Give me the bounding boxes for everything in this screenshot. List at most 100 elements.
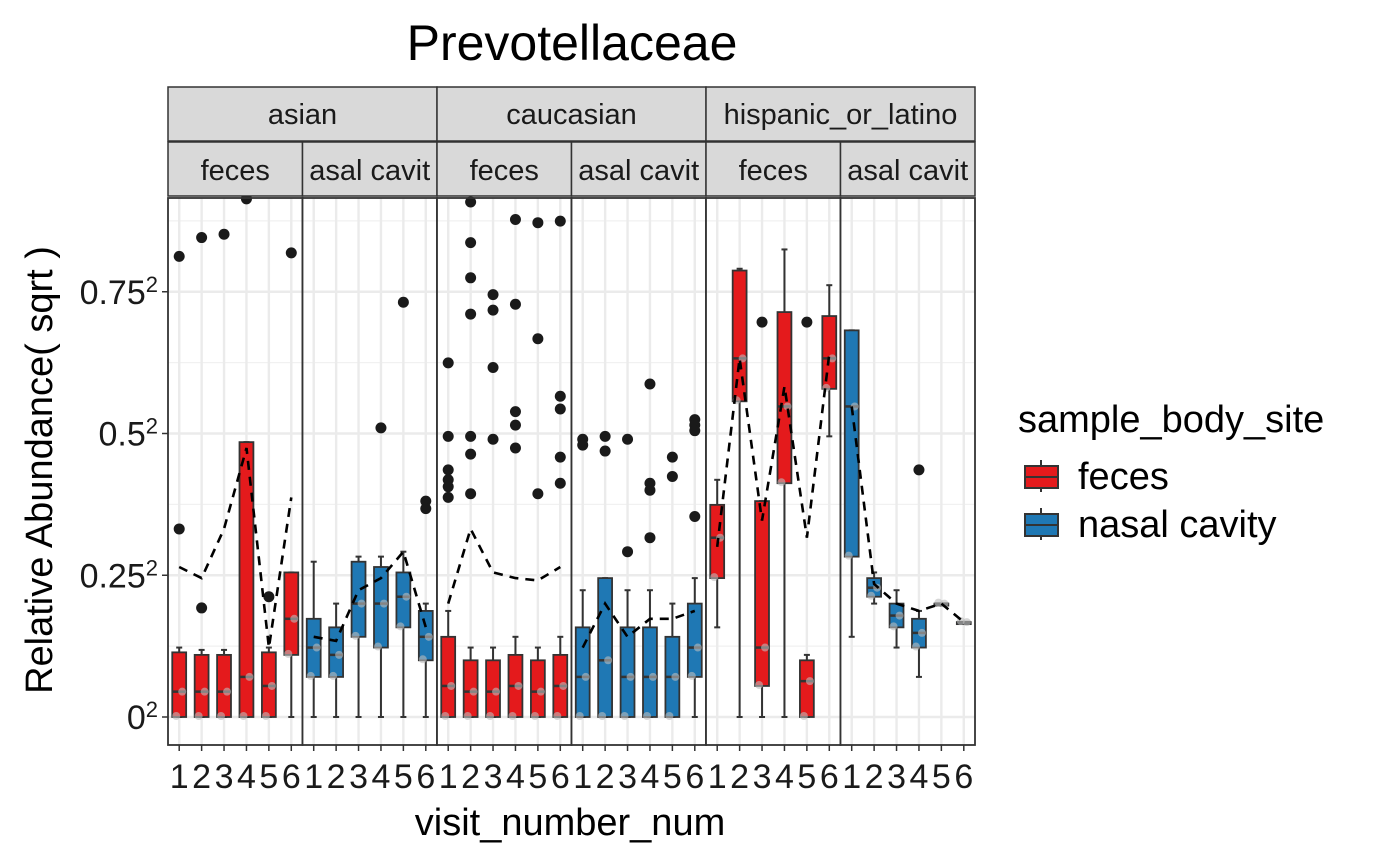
facet-panel bbox=[839, 197, 976, 746]
jitter-point bbox=[844, 551, 853, 560]
outlier-point bbox=[599, 430, 611, 442]
box-nasal-cavity-visit-3 bbox=[888, 589, 905, 649]
mean-trend-line bbox=[313, 549, 428, 643]
x-tick-label: 2 bbox=[461, 758, 480, 796]
box-feces-visit-1 bbox=[171, 646, 188, 720]
x-tick-label: 1 bbox=[708, 758, 727, 796]
jitter-point bbox=[329, 671, 338, 680]
y-tick-label: 0.52 bbox=[98, 413, 158, 454]
legend-label: feces bbox=[1078, 456, 1169, 498]
box-body bbox=[799, 659, 815, 718]
jitter-point bbox=[306, 671, 315, 680]
box-feces-visit-4 bbox=[507, 635, 524, 720]
jitter-point bbox=[911, 642, 920, 651]
box-nasal-cavity-visit-3 bbox=[350, 555, 367, 718]
box-body bbox=[171, 651, 188, 718]
box-feces-visit-5 bbox=[799, 653, 815, 720]
x-tick-label: 3 bbox=[215, 758, 234, 796]
jitter-point bbox=[822, 383, 831, 392]
jitter-point bbox=[261, 712, 270, 720]
jitter-point bbox=[536, 687, 545, 696]
panel-background bbox=[437, 198, 572, 745]
jitter-point bbox=[828, 354, 837, 363]
outlier-point bbox=[509, 213, 521, 225]
jitter-point bbox=[447, 681, 456, 690]
x-tick-label: 5 bbox=[259, 758, 278, 796]
strip-group-label: asian bbox=[268, 99, 337, 131]
x-tick-label: 2 bbox=[865, 758, 884, 796]
jitter-point bbox=[761, 643, 770, 652]
x-tick-label: 6 bbox=[685, 758, 704, 796]
jitter-point bbox=[917, 628, 926, 637]
jitter-point bbox=[373, 642, 382, 651]
jitter-point bbox=[441, 712, 450, 720]
outlier-point bbox=[375, 422, 387, 434]
jitter-point bbox=[357, 599, 366, 608]
strip-site-box bbox=[839, 141, 976, 197]
jitter-point bbox=[604, 656, 613, 665]
outlier-point bbox=[487, 433, 499, 445]
outlier-point bbox=[465, 272, 477, 284]
legend-label: nasal cavity bbox=[1078, 504, 1277, 546]
outlier-point bbox=[442, 464, 454, 476]
outlier-point bbox=[173, 250, 185, 262]
box-feces-visit-3 bbox=[485, 646, 501, 720]
box-feces-visit-2 bbox=[193, 648, 210, 720]
outlier-point bbox=[554, 477, 566, 489]
box-nasal-cavity-visit-5 bbox=[395, 550, 412, 718]
jitter-point bbox=[418, 655, 427, 664]
outlier-point bbox=[756, 316, 768, 328]
jitter-point bbox=[575, 712, 584, 720]
y-tick-label: 0.252 bbox=[80, 555, 158, 596]
outlier-point bbox=[532, 488, 544, 500]
jitter-point bbox=[508, 712, 517, 720]
x-tick-label: 5 bbox=[394, 758, 413, 796]
facet-panel bbox=[436, 196, 573, 746]
jitter-point bbox=[895, 611, 904, 620]
box-body bbox=[731, 269, 748, 403]
box-nasal-cavity-visit-1 bbox=[843, 329, 860, 638]
outlier-point bbox=[465, 196, 477, 208]
x-tick-label: 4 bbox=[237, 758, 256, 796]
outlier-point bbox=[420, 495, 432, 507]
jitter-point bbox=[200, 687, 209, 696]
box-feces-visit-6 bbox=[821, 284, 838, 438]
outlier-point bbox=[218, 228, 230, 240]
jitter-point bbox=[799, 712, 808, 720]
jitter-point bbox=[223, 687, 232, 696]
jitter-point bbox=[777, 478, 786, 487]
jitter-point bbox=[889, 622, 898, 631]
jitter-point bbox=[486, 712, 495, 720]
jitter-point bbox=[514, 681, 523, 690]
panel-border bbox=[839, 197, 976, 746]
jitter-point bbox=[335, 650, 344, 659]
outlier-point bbox=[622, 546, 634, 558]
jitter-point bbox=[687, 671, 696, 680]
outlier-point bbox=[509, 406, 521, 418]
x-tick-label: 2 bbox=[730, 758, 749, 796]
legend-title: sample_body_site bbox=[1018, 399, 1324, 441]
facet-panel bbox=[705, 197, 842, 746]
box-feces-visit-6 bbox=[283, 571, 300, 718]
y-tick-label: 02 bbox=[127, 697, 158, 738]
box-body bbox=[619, 626, 636, 718]
jitter-point bbox=[245, 672, 254, 681]
mean-trend-line bbox=[178, 447, 293, 648]
box-feces-visit-6 bbox=[552, 635, 569, 720]
box-body bbox=[642, 626, 658, 718]
jitter-point bbox=[648, 672, 657, 681]
jitter-point bbox=[559, 681, 568, 690]
outlier-point bbox=[442, 430, 454, 442]
outlier-point bbox=[666, 470, 678, 482]
box-body bbox=[821, 315, 838, 390]
box-body bbox=[597, 577, 613, 718]
outlier-point bbox=[644, 532, 656, 544]
x-tick-label: 2 bbox=[192, 758, 211, 796]
strip-group-box bbox=[705, 86, 976, 142]
facet-panels bbox=[167, 182, 976, 746]
jitter-point bbox=[379, 599, 388, 608]
outlier-point bbox=[465, 430, 477, 442]
